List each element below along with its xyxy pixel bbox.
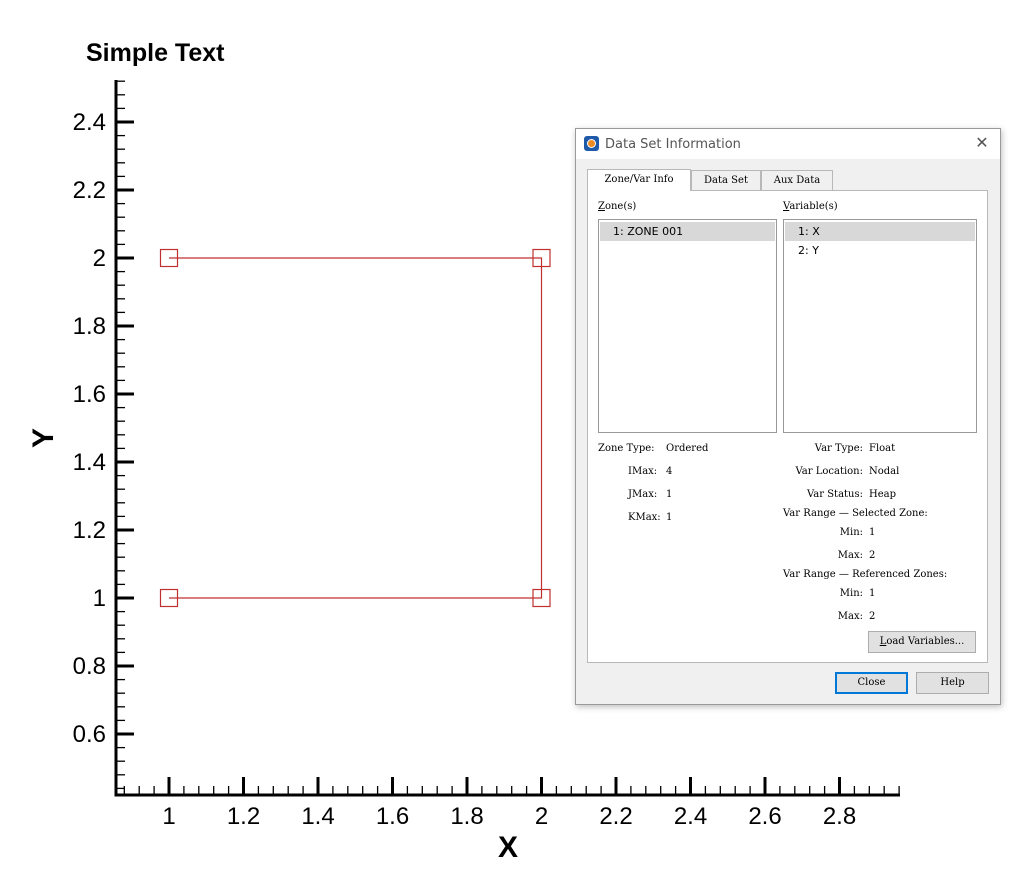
kmax-label: KMax: bbox=[628, 512, 661, 523]
referenced-min-label: Min: bbox=[839, 588, 863, 599]
plot-title: Simple Text bbox=[86, 39, 225, 67]
kmax-value: 1 bbox=[666, 512, 673, 523]
zone-type-value: Ordered bbox=[666, 443, 709, 454]
square-marker bbox=[532, 588, 551, 608]
series-line bbox=[169, 257, 543, 599]
x-tick-label: 1 bbox=[162, 803, 175, 830]
y-tick-label: 2 bbox=[93, 245, 106, 272]
help-button[interactable]: Help bbox=[916, 672, 989, 694]
tab-aux-data[interactable]: Aux Data bbox=[761, 170, 833, 190]
x-tick-label: 2.4 bbox=[674, 803, 707, 830]
data-set-information-dialog: Data Set Information ✕ Zone/Var Info Dat… bbox=[575, 128, 1001, 705]
zones-label: Zone(s) bbox=[598, 201, 637, 212]
var-type-label: Var Type: bbox=[814, 443, 863, 454]
variables-listbox[interactable]: 1: X 2: Y bbox=[783, 219, 977, 433]
zones-listbox[interactable]: 1: ZONE 001 bbox=[598, 219, 777, 433]
imax-value: 4 bbox=[666, 466, 673, 477]
var-location-value: Nodal bbox=[869, 466, 900, 477]
tecplot-app-icon bbox=[584, 136, 599, 151]
y-tick-label: 2.4 bbox=[73, 109, 106, 136]
square-marker bbox=[159, 248, 179, 268]
close-icon[interactable]: ✕ bbox=[975, 133, 989, 152]
jmax-value: 1 bbox=[666, 489, 673, 500]
y-tick-label: 0.6 bbox=[73, 721, 106, 748]
x-tick-label: 1.8 bbox=[450, 803, 483, 830]
var-range-referenced-label: Var Range — Referenced Zones: bbox=[783, 569, 948, 580]
y-tick-label: 0.8 bbox=[73, 653, 106, 680]
var-status-value: Heap bbox=[869, 489, 897, 500]
var-location-label: Var Location: bbox=[795, 466, 864, 477]
y-tick-label: 1.4 bbox=[73, 449, 106, 476]
zone-list-item[interactable]: 1: ZONE 001 bbox=[600, 222, 775, 241]
zone-var-info-panel: Zone(s) Variable(s) 1: ZONE 001 1: X 2: … bbox=[587, 190, 988, 663]
tab-data-set[interactable]: Data Set bbox=[691, 170, 761, 190]
axes: 1 1.2 1.4 1.6 1.8 2 2.2 2.4 2.6 2.8 0.6 0.8 1 1.2 1.4 1… bbox=[73, 80, 900, 830]
var-status-label: Var Status: bbox=[806, 489, 863, 500]
x-axis-label: X bbox=[498, 831, 518, 864]
variable-list-item-y[interactable]: 2: Y bbox=[798, 244, 819, 257]
imax-label: IMax: bbox=[628, 466, 658, 477]
x-tick-label: 2 bbox=[535, 803, 548, 830]
dialog-title: Data Set Information bbox=[605, 137, 741, 152]
data-series bbox=[159, 248, 551, 608]
tab-zone-var-info[interactable]: Zone/Var Info bbox=[587, 169, 691, 191]
x-tick-label: 2.2 bbox=[599, 803, 632, 830]
var-range-selected-label: Var Range — Selected Zone: bbox=[783, 508, 928, 519]
selected-min-label: Min: bbox=[839, 527, 863, 538]
selected-max-value: 2 bbox=[869, 550, 876, 561]
selected-max-label: Max: bbox=[837, 550, 863, 561]
x-tick-label: 2.6 bbox=[748, 803, 781, 830]
close-button[interactable]: Close bbox=[835, 672, 908, 694]
variables-label: Variable(s) bbox=[783, 201, 838, 212]
square-marker bbox=[532, 248, 551, 268]
selected-min-value: 1 bbox=[869, 527, 876, 538]
y-tick-label: 1.2 bbox=[73, 517, 106, 544]
square-marker bbox=[159, 588, 179, 608]
referenced-max-value: 2 bbox=[869, 611, 876, 622]
zone-type-label: Zone Type: bbox=[598, 443, 655, 454]
x-tick-label: 2.8 bbox=[823, 803, 856, 830]
y-tick-label: 1 bbox=[93, 585, 106, 612]
jmax-label: JMax: bbox=[628, 489, 658, 500]
var-type-value: Float bbox=[869, 443, 896, 454]
y-tick-label: 1.6 bbox=[73, 381, 106, 408]
y-axis-label: Y bbox=[27, 428, 60, 448]
x-tick-label: 1.4 bbox=[301, 803, 334, 830]
referenced-min-value: 1 bbox=[869, 588, 876, 599]
y-tick-label: 2.2 bbox=[73, 177, 106, 204]
x-tick-label: 1.6 bbox=[376, 803, 409, 830]
load-variables-button[interactable]: Load Variables... bbox=[868, 631, 976, 653]
y-tick-label: 1.8 bbox=[73, 313, 106, 340]
x-tick-label: 1.2 bbox=[227, 803, 260, 830]
referenced-max-label: Max: bbox=[837, 611, 863, 622]
dialog-titlebar[interactable]: Data Set Information ✕ bbox=[576, 129, 1000, 159]
variable-list-item-x[interactable]: 1: X bbox=[785, 222, 975, 241]
